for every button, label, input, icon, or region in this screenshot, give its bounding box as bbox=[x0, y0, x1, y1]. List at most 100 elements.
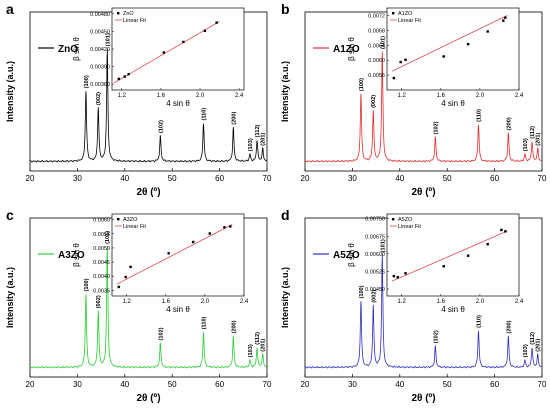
x-tick-label: 60 bbox=[215, 380, 224, 389]
x-tick-label: 70 bbox=[263, 174, 272, 183]
peak-label: (201) bbox=[261, 339, 267, 352]
inset-data-point bbox=[123, 75, 126, 78]
inset-legend-label: A3ZO bbox=[123, 217, 138, 223]
inset-legend-marker bbox=[392, 218, 395, 221]
inset-y-tick-label: 0.00390 bbox=[90, 65, 110, 71]
inset-y-tick-label: 0.00480 bbox=[90, 12, 110, 18]
peak-label: (201) bbox=[261, 133, 267, 146]
inset-y-tick-label: 0.00450 bbox=[365, 287, 385, 293]
inset-data-point bbox=[404, 272, 407, 275]
inset-data-point bbox=[182, 40, 185, 44]
inset-data-point bbox=[466, 254, 470, 257]
y-axis-title: Intensity (a.u.) bbox=[5, 61, 15, 122]
inset-x-tick-label: 1.2 bbox=[122, 299, 131, 305]
x-tick-label: 60 bbox=[490, 380, 499, 389]
inset-fit-line bbox=[116, 224, 233, 285]
inset-y-tick-label: 0.0060 bbox=[368, 58, 385, 64]
inset-legend-label: Linear Fit bbox=[398, 224, 421, 230]
legend-label: ZnO bbox=[58, 44, 78, 55]
inset-y-tick-label: 0.0068 bbox=[368, 28, 385, 34]
peak-label: (201) bbox=[536, 133, 542, 146]
inset-x-tick-label: 1.6 bbox=[437, 299, 446, 305]
inset-x-axis-title: 4 sin θ bbox=[166, 99, 190, 108]
peak-label: (110) bbox=[201, 316, 207, 329]
inset-x-tick-label: 2.4 bbox=[240, 299, 249, 305]
inset-y-tick-label: 0.0056 bbox=[368, 73, 385, 79]
inset-y-axis-title: β sin θ bbox=[347, 37, 356, 61]
inset-y-tick-label: 0.0060 bbox=[93, 218, 110, 224]
inset-y-tick-label: 0.00420 bbox=[90, 47, 110, 53]
peak-label: (100) bbox=[84, 75, 90, 88]
inset-data-point bbox=[129, 265, 132, 269]
inset-frame bbox=[386, 7, 520, 91]
inset-frame bbox=[111, 213, 245, 297]
inset-legend-label: A1ZO bbox=[398, 11, 413, 17]
peak-label: (100) bbox=[359, 78, 365, 91]
peak-label: (110) bbox=[476, 315, 482, 328]
x-tick-label: 50 bbox=[168, 174, 177, 183]
inset-y-tick-label: 0.0072 bbox=[368, 13, 385, 19]
x-tick-label: 70 bbox=[538, 174, 547, 183]
peak-label: (200) bbox=[231, 112, 237, 125]
peak-label: (103) bbox=[523, 138, 529, 151]
inset-y-tick-label: 0.00450 bbox=[90, 29, 110, 35]
inset-legend-label: ZnO bbox=[123, 11, 134, 17]
x-tick-label: 50 bbox=[443, 174, 452, 183]
inset-legend-marker bbox=[392, 12, 395, 15]
inset-x-tick-label: 2.0 bbox=[201, 299, 210, 305]
x-axis-title: 2θ (º) bbox=[411, 393, 435, 404]
inset-y-tick-label: 0.0050 bbox=[93, 246, 110, 252]
inset-y-tick-label: 0.0055 bbox=[93, 232, 110, 238]
inset-data-point bbox=[504, 230, 507, 233]
peak-label: (002) bbox=[96, 295, 102, 308]
peak-label: (102) bbox=[158, 120, 164, 133]
peak-label: (002) bbox=[96, 92, 102, 105]
inset-data-point bbox=[392, 274, 396, 278]
peak-label: (100) bbox=[84, 278, 90, 291]
panel-label: b bbox=[281, 1, 290, 17]
inset-x-tick-label: 2.4 bbox=[235, 93, 244, 99]
peak-label: (100) bbox=[359, 285, 365, 298]
inset-y-tick-label: 0.00600 bbox=[365, 252, 385, 258]
inset-data-point bbox=[486, 30, 489, 33]
inset-y-tick-label: 0.00750 bbox=[365, 217, 385, 223]
inset-data-point bbox=[203, 29, 207, 33]
peak-label: (112) bbox=[530, 126, 536, 139]
peak-label: (103) bbox=[248, 344, 254, 357]
inset-data-point bbox=[127, 72, 130, 76]
inset-legend-label: Linear Fit bbox=[123, 224, 146, 230]
inset-data-point bbox=[223, 226, 226, 229]
inset-y-tick-label: 0.0040 bbox=[93, 274, 110, 280]
inset-data-point bbox=[215, 21, 218, 24]
inset-x-tick-label: 1.2 bbox=[397, 93, 406, 99]
inset-data-point bbox=[500, 228, 503, 232]
inset-y-axis-title: β sin θ bbox=[72, 37, 81, 61]
inset-legend-label: Linear Fit bbox=[123, 18, 146, 24]
inset-x-axis-title: 4 sin θ bbox=[166, 305, 190, 314]
inset-data-point bbox=[392, 76, 396, 80]
inset-y-tick-label: 0.0045 bbox=[93, 260, 110, 266]
legend-label: A1ZO bbox=[333, 44, 360, 55]
x-tick-label: 40 bbox=[395, 380, 404, 389]
inset: 1.2 1.6 2.0 2.4 0.00450 0.00525 0.00600 0.00675… bbox=[347, 213, 524, 314]
y-axis-title: Intensity (a.u.) bbox=[280, 61, 290, 122]
inset-fit-line bbox=[113, 21, 220, 84]
peak-label: (102) bbox=[433, 330, 439, 343]
inset-y-axis-title: β sin θ bbox=[72, 243, 81, 267]
x-axis-title: 2θ (º) bbox=[411, 187, 435, 198]
inset-data-point bbox=[124, 275, 127, 279]
inset-fit-line bbox=[391, 230, 508, 282]
inset-y-tick-label: 0.00525 bbox=[365, 269, 385, 275]
x-tick-label: 20 bbox=[301, 380, 310, 389]
inset-x-axis-title: 4 sin θ bbox=[441, 305, 465, 314]
peak-label: (200) bbox=[506, 117, 512, 130]
legend-label: A5ZO bbox=[333, 250, 360, 261]
x-tick-label: 40 bbox=[120, 174, 129, 183]
x-tick-label: 20 bbox=[26, 380, 35, 389]
inset-x-tick-label: 2.4 bbox=[515, 93, 524, 99]
inset-data-point bbox=[117, 77, 121, 81]
inset-data-point bbox=[229, 225, 232, 228]
inset-data-point bbox=[442, 265, 445, 268]
inset-x-tick-label: 2.0 bbox=[476, 299, 485, 305]
x-tick-label: 50 bbox=[168, 380, 177, 389]
